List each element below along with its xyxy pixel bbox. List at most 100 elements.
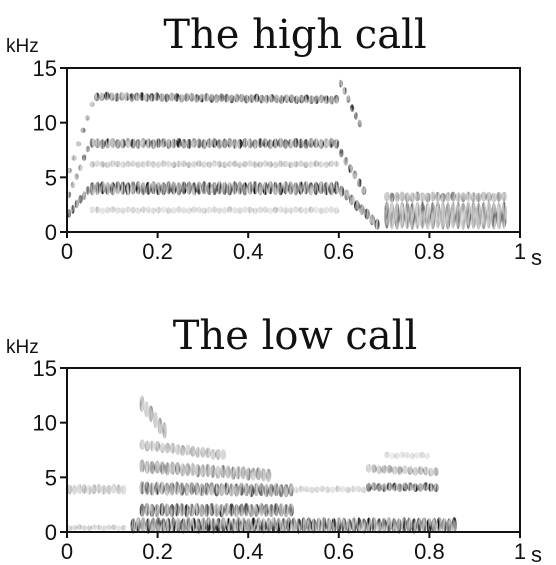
band-segment [155, 138, 162, 149]
band-segment [120, 138, 126, 149]
band-segment [354, 200, 360, 212]
band-segment [184, 462, 191, 477]
band-segment [455, 192, 461, 203]
band-segment [323, 161, 330, 168]
band-segment [106, 484, 112, 495]
band-segment [205, 517, 212, 533]
band-segment [67, 191, 72, 199]
band-segment [282, 138, 289, 149]
band-segment [196, 160, 202, 167]
band-segment [171, 138, 177, 149]
band-segment [149, 503, 155, 517]
band-segment [288, 503, 294, 517]
band-segment [91, 524, 97, 530]
y-tick-label: 5 [45, 165, 57, 190]
band-segment [104, 138, 111, 149]
band-segment [346, 95, 351, 103]
band-segment [288, 483, 294, 497]
band-segment [257, 182, 263, 196]
band-segment [303, 485, 310, 493]
band-segment [154, 481, 160, 495]
band-segment [145, 160, 152, 167]
band-segment [170, 517, 176, 533]
band-segment [96, 483, 102, 494]
y-tick-label: 0 [45, 220, 57, 245]
band-segment [135, 138, 141, 149]
band-segment [455, 201, 461, 230]
band-segment [205, 447, 211, 459]
band-segment [282, 160, 289, 168]
band-segment [374, 218, 380, 230]
band-segment [204, 503, 210, 518]
band-segment [125, 137, 131, 148]
band-segment [190, 517, 197, 533]
band-segment [196, 181, 202, 195]
x-tick-label: 0.8 [414, 239, 445, 264]
band-segment [155, 206, 162, 214]
band-segment [334, 485, 341, 493]
band-segment [228, 94, 235, 104]
band-segment [165, 181, 172, 195]
band-segment [194, 93, 200, 103]
band-segment [204, 482, 210, 496]
band-segment [164, 462, 171, 476]
band-segment [140, 138, 146, 148]
band-segment [169, 482, 175, 496]
band-segment [186, 181, 192, 195]
band-segment [267, 181, 274, 195]
band-segment [145, 206, 152, 214]
band-segment [401, 517, 407, 533]
band-segment [414, 201, 421, 230]
band-segment [433, 467, 439, 477]
spectral-band [338, 185, 380, 230]
band-segment [422, 466, 429, 476]
band-segment [253, 503, 260, 517]
band-segment [394, 452, 400, 460]
band-segment [120, 207, 126, 214]
band-segment [391, 465, 398, 475]
band-segment [323, 181, 330, 196]
band-segment [336, 517, 342, 533]
spectral-band [139, 395, 168, 439]
band-segment [124, 92, 130, 101]
band-segment [150, 139, 157, 149]
band-segment [303, 139, 309, 149]
band-segment [333, 160, 340, 168]
band-segment [174, 92, 180, 102]
band-segment [316, 517, 322, 534]
band-segment [223, 482, 230, 496]
band-segment [220, 464, 226, 479]
band-segment [268, 93, 275, 103]
band-segment [174, 503, 180, 517]
band-segment [298, 181, 304, 195]
band-segment [313, 160, 319, 167]
y-tick-label: 10 [33, 411, 57, 436]
band-segment [211, 206, 218, 213]
band-segment [139, 459, 145, 473]
band-segment [185, 444, 191, 456]
band-segment [411, 518, 417, 534]
band-segment [333, 139, 340, 149]
band-segment [175, 517, 181, 534]
band-segment [164, 482, 170, 496]
band-segment [99, 139, 106, 149]
band-segment [407, 482, 413, 492]
band-segment [186, 161, 192, 169]
band-segment [206, 182, 213, 196]
band-segment [422, 482, 429, 491]
band-segment [273, 503, 279, 517]
band-segment [169, 92, 175, 102]
band-segment [94, 160, 101, 167]
band-segment [272, 138, 279, 149]
band-segment [216, 139, 223, 149]
band-segment [159, 442, 166, 454]
band-segment [321, 517, 327, 533]
band-segment [179, 503, 185, 517]
band-segment [277, 160, 284, 168]
band-segment [361, 186, 367, 196]
band-segment [253, 93, 260, 103]
band-segment [145, 138, 152, 149]
band-segment [232, 138, 238, 149]
band-segment [232, 181, 238, 195]
band-segment [85, 115, 91, 121]
